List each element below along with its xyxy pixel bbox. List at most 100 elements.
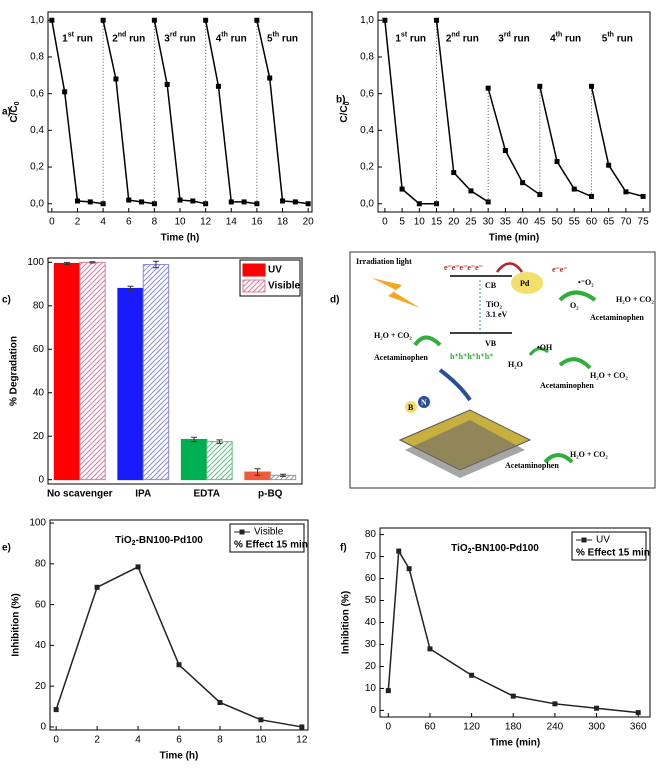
- marker: [571, 186, 577, 192]
- legend-note: % Effect 15 min: [576, 548, 650, 559]
- marker: [434, 17, 440, 23]
- x-tick-label: 4: [135, 735, 141, 746]
- green-arrow: [558, 290, 597, 302]
- marker: [177, 197, 183, 203]
- series-line: [153, 20, 206, 205]
- diagram-label: 3.1 eV: [486, 310, 508, 319]
- chart-title-part: -BN100-Pd100: [472, 543, 540, 554]
- y-axis-title: % Degradation: [9, 336, 20, 406]
- y-tick-label: 40: [365, 617, 377, 628]
- x-tick-label: 8: [217, 735, 223, 746]
- diagram-label: N: [421, 398, 427, 407]
- x-tick-label: 6: [126, 217, 132, 228]
- x-tick-label: 20: [303, 217, 315, 228]
- marker: [469, 672, 475, 678]
- y-tick-label: 100: [29, 518, 46, 529]
- error-bar: [64, 261, 71, 266]
- diagram-label: Acetaminophen: [374, 353, 428, 362]
- y-tick-label: 60: [365, 573, 377, 584]
- marker: [382, 17, 388, 23]
- run-label-part: 5: [602, 33, 608, 44]
- y-tick-label: 70: [365, 551, 377, 562]
- run-label-part: th: [221, 32, 228, 39]
- marker: [151, 17, 157, 23]
- x-tick-label: 0: [49, 217, 55, 228]
- chart-title-part: -BN100-Pd100: [136, 535, 204, 546]
- x-tick-label: 180: [505, 722, 522, 733]
- x-tick-label: 25: [465, 217, 477, 228]
- run-label: 4th run: [216, 32, 247, 44]
- x-tick-label: 300: [588, 722, 605, 733]
- marker: [588, 83, 594, 89]
- marker: [62, 89, 68, 95]
- x-tick-label: 10: [255, 735, 267, 746]
- diagram-label: CB: [485, 281, 497, 290]
- panel-letter: b): [336, 95, 345, 106]
- marker: [510, 693, 516, 699]
- y-tick-label: 40: [33, 387, 45, 398]
- y-axis-title: Inhibition (%): [341, 591, 352, 654]
- y-tick-label: 80: [33, 300, 45, 311]
- x-tick-label: 60: [424, 722, 436, 733]
- x-tick-label: 4: [100, 217, 106, 228]
- x-tick-label: EDTA: [194, 489, 220, 500]
- green-arrow: [528, 347, 549, 356]
- nitrogen-atom: [418, 396, 430, 408]
- run-label-part: th: [273, 32, 280, 39]
- diagram-label: VB: [485, 339, 497, 348]
- marker: [280, 198, 286, 204]
- mechanism-diagram: [349, 251, 656, 489]
- y-axis-title-part: 0: [14, 101, 21, 105]
- y-tick-label: 0,8: [360, 52, 374, 63]
- run-label-part: 4: [550, 33, 556, 44]
- x-tick-label: 0: [382, 217, 388, 228]
- x-tick-label: 8: [152, 217, 158, 228]
- run-label-part: 3: [498, 33, 504, 44]
- run-label-part: run: [614, 33, 633, 44]
- series-line: [102, 20, 155, 205]
- y-tick-label: 10: [365, 683, 377, 694]
- diagram-label: Pd: [520, 279, 530, 288]
- run-label: 2nd run: [446, 32, 479, 44]
- x-tick-label: 16: [251, 217, 263, 228]
- y-tick-label: 20: [33, 431, 45, 442]
- run-label-part: 4: [216, 33, 222, 44]
- x-tick-label: 12: [296, 735, 308, 746]
- marker: [416, 201, 422, 207]
- run-label-part: rd: [504, 32, 511, 39]
- diagram-label: H₂O + CO₂: [374, 331, 412, 340]
- x-tick-label: 40: [517, 217, 529, 228]
- y-tick-label: 0,0: [30, 198, 44, 209]
- marker: [126, 197, 132, 203]
- error-bar: [127, 285, 134, 292]
- marker: [502, 148, 508, 154]
- panel-letter: c): [2, 295, 11, 306]
- chart-title-part: TiO: [115, 535, 132, 546]
- x-tick-label: 20: [448, 217, 460, 228]
- y-tick-label: 60: [33, 344, 45, 355]
- run-label: 3rd run: [164, 32, 195, 44]
- error-bar: [279, 473, 286, 477]
- y-tick-label: 0,4: [360, 125, 374, 136]
- marker: [100, 17, 106, 23]
- y-tick-label: 40: [35, 640, 47, 651]
- y-tick-label: 80: [365, 529, 377, 540]
- x-axis-title: Time (h): [161, 233, 200, 244]
- series-line: [256, 20, 309, 205]
- x-tick-label: 70: [620, 217, 632, 228]
- x-tick-label: 30: [483, 217, 495, 228]
- y-tick-label: 0: [370, 705, 376, 716]
- y-tick-label: 0,6: [30, 88, 44, 99]
- marker: [468, 188, 474, 194]
- x-tick-label: 55: [569, 217, 581, 228]
- y-axis-title: C/C0: [9, 101, 22, 122]
- transfer-arrow: [496, 262, 524, 273]
- run-label: 3rd run: [498, 32, 529, 44]
- run-label: 4th run: [550, 32, 581, 44]
- chart-title: TiO2-BN100-Pd100: [115, 535, 203, 548]
- marker: [485, 85, 491, 91]
- diagram-label: H₂O: [508, 360, 523, 369]
- x-axis-title: Time (min): [489, 233, 539, 244]
- y-tick-label: 30: [365, 639, 377, 650]
- marker: [537, 83, 543, 89]
